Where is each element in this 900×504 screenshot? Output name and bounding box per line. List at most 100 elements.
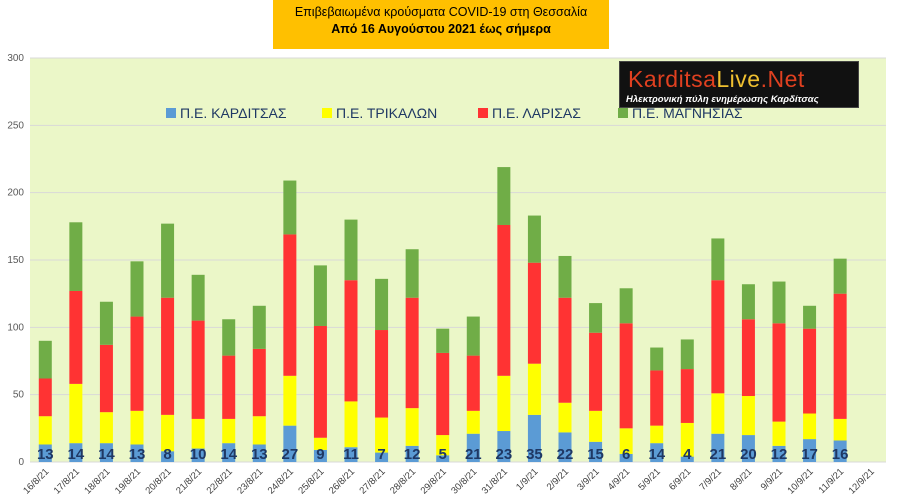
bar-segment-trikala — [680, 422, 694, 457]
bar-segment-trikala — [222, 418, 236, 444]
bar-segment-magnisia — [436, 328, 450, 353]
bar-segment-larisa — [436, 352, 450, 436]
bar-segment-trikala — [313, 437, 327, 450]
bar-segment-larisa — [650, 370, 664, 426]
bar-segment-trikala — [375, 417, 389, 453]
data-label: 13 — [251, 446, 268, 463]
bar-segment-karditsa — [558, 432, 572, 462]
bar-segment-trikala — [130, 410, 144, 445]
bar-segment-magnisia — [650, 347, 664, 371]
legend-swatch — [166, 108, 176, 118]
data-label: 20 — [740, 446, 757, 463]
bar-segment-karditsa — [833, 440, 847, 462]
bar-segment-karditsa — [344, 447, 358, 462]
data-label: 10 — [190, 446, 207, 463]
bar-segment-magnisia — [680, 339, 694, 370]
bar-segment-larisa — [130, 316, 144, 411]
bar-segment-magnisia — [252, 305, 266, 349]
bar-segment-trikala — [161, 414, 175, 452]
bar-segment-larisa — [497, 224, 511, 376]
bar-segment-magnisia — [711, 238, 725, 281]
bar-segment-larisa — [803, 328, 817, 414]
x-tick-label: 1/9/21 — [514, 466, 540, 492]
data-label: 4 — [683, 446, 692, 463]
bar-segment-larisa — [741, 319, 755, 397]
bar-segment-larisa — [283, 234, 297, 376]
bar-segment-magnisia — [130, 261, 144, 317]
x-tick-label: 7/9/21 — [698, 466, 724, 492]
bar-segment-trikala — [558, 402, 572, 433]
data-label: 14 — [68, 446, 85, 463]
y-tick-label: 0 — [18, 457, 24, 468]
bar-segment-trikala — [619, 428, 633, 454]
bar-segment-larisa — [161, 297, 175, 415]
data-label: 27 — [282, 446, 299, 463]
bar-segment-larisa — [558, 297, 572, 403]
x-tick-label: 3/9/21 — [575, 466, 601, 492]
bar-segment-trikala — [772, 421, 786, 446]
bar-segment-karditsa — [161, 451, 175, 462]
bar-segment-karditsa — [527, 414, 541, 462]
bar-segment-karditsa — [38, 444, 52, 462]
x-tick-label: 9/9/21 — [759, 466, 785, 492]
x-tick-label: 29/8/21 — [419, 466, 449, 496]
bar-segment-karditsa — [191, 448, 205, 462]
data-label: 13 — [37, 446, 54, 463]
legend-label: Π.Ε. ΛΑΡΙΣΑΣ — [492, 105, 581, 121]
bar-segment-trikala — [38, 416, 52, 445]
data-label: 17 — [801, 446, 818, 463]
bar-segment-karditsa — [497, 431, 511, 462]
bar-segment-magnisia — [69, 222, 83, 291]
bar-segment-karditsa — [69, 443, 83, 462]
bar-segment-karditsa — [772, 445, 786, 462]
data-label: 11 — [343, 446, 359, 463]
bar-segment-trikala — [497, 375, 511, 432]
bar-segment-larisa — [69, 290, 83, 384]
bar-segment-magnisia — [589, 303, 603, 333]
x-tick-label: 21/8/21 — [174, 466, 204, 496]
bar-segment-trikala — [741, 396, 755, 436]
bar-segment-larisa — [589, 332, 603, 411]
bar-segment-magnisia — [527, 215, 541, 263]
bar-segment-larisa — [252, 348, 266, 417]
bar-segment-larisa — [711, 280, 725, 394]
bar-segment-larisa — [833, 293, 847, 419]
bar-segment-magnisia — [619, 288, 633, 324]
x-tick-label: 17/8/21 — [52, 466, 82, 496]
logo-name: KarditsaLive.Net — [628, 66, 805, 92]
bar-segment-karditsa — [741, 435, 755, 462]
x-tick-label: 20/8/21 — [143, 466, 173, 496]
bar-segment-magnisia — [99, 301, 113, 345]
bar-segment-karditsa — [680, 456, 694, 462]
data-label: 14 — [220, 446, 237, 463]
bar-segment-karditsa — [711, 433, 725, 462]
x-tick-label: 23/8/21 — [235, 466, 265, 496]
data-label: 23 — [496, 446, 513, 463]
x-tick-label: 31/8/21 — [480, 466, 510, 496]
bar-segment-magnisia — [741, 284, 755, 320]
x-tick-label: 6/9/21 — [667, 466, 693, 492]
bar-segment-larisa — [680, 369, 694, 423]
bar-segment-larisa — [222, 355, 236, 419]
x-tick-label: 16/8/21 — [21, 466, 51, 496]
bar-segment-trikala — [711, 393, 725, 434]
bar-segment-larisa — [38, 378, 52, 417]
data-label: 13 — [129, 446, 146, 463]
bar-segment-trikala — [69, 383, 83, 444]
data-label: 14 — [648, 446, 665, 463]
bar-segment-magnisia — [38, 340, 52, 379]
x-tick-label: 19/8/21 — [113, 466, 143, 496]
logo-tagline: Ηλεκτρονική πύλη ενημέρωσης Καρδίτσας — [626, 94, 819, 105]
bar-segment-karditsa — [466, 433, 480, 462]
bar-segment-larisa — [344, 280, 358, 402]
bar-segment-magnisia — [375, 278, 389, 331]
legend-swatch — [322, 108, 332, 118]
bar-segment-larisa — [466, 355, 480, 411]
bar-segment-trikala — [252, 416, 266, 445]
bar-segment-trikala — [803, 413, 817, 440]
x-tick-label: 12/9/21 — [847, 466, 877, 496]
legend-swatch — [618, 108, 628, 118]
x-tick-label: 30/8/21 — [449, 466, 479, 496]
y-tick-label: 50 — [13, 390, 25, 401]
